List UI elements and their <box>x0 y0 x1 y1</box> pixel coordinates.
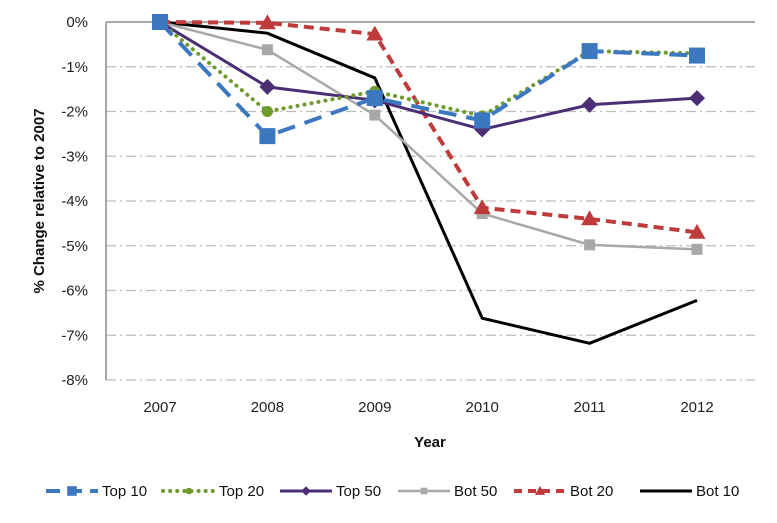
y-tick-label: 0% <box>66 14 88 31</box>
y-tick-label: -5% <box>61 238 88 255</box>
data-point-marker <box>584 239 596 251</box>
legend-label: Top 20 <box>219 483 264 500</box>
x-tick-label: 2007 <box>143 399 176 416</box>
legend-item-top-20: Top 20 <box>161 483 264 500</box>
y-axis-ticks: 0% -1% -2% -3% -4% -5% -6% -7% -8% <box>61 14 88 389</box>
legend-label: Top 50 <box>336 483 381 500</box>
data-point-marker <box>366 25 384 41</box>
data-point-marker <box>534 485 546 495</box>
data-point-marker <box>261 44 273 56</box>
x-axis-title: Year <box>414 434 446 451</box>
legend-label: Top 10 <box>102 483 147 500</box>
data-point-marker <box>689 47 705 64</box>
legend-item-bot-20: Bot 20 <box>514 483 613 500</box>
series-top-50 <box>152 14 705 138</box>
series-layer <box>151 13 706 345</box>
data-point-marker <box>366 90 383 107</box>
data-point-marker <box>689 90 705 107</box>
series-line <box>159 20 698 235</box>
series-top-10 <box>152 14 705 145</box>
data-point-marker <box>688 223 706 239</box>
x-tick-label: 2012 <box>680 399 713 416</box>
y-tick-label: -8% <box>61 372 88 389</box>
legend-item-bot-50: Bot 50 <box>398 483 497 500</box>
data-point-marker <box>369 109 381 121</box>
y-axis-title: % Change relative to 2007 <box>31 108 48 293</box>
legend-label: Bot 20 <box>570 483 613 500</box>
data-point-marker <box>67 486 77 496</box>
x-tick-label: 2008 <box>251 399 284 416</box>
data-point-marker <box>259 78 276 95</box>
y-tick-label: -4% <box>61 193 88 210</box>
data-point-marker <box>420 487 428 495</box>
data-point-marker <box>258 14 276 30</box>
legend-item-bot-10: Bot 10 <box>640 483 739 500</box>
series-bot-10 <box>159 20 698 345</box>
data-point-marker <box>581 43 598 60</box>
data-point-marker <box>581 210 599 226</box>
series-bot-20 <box>151 13 706 239</box>
y-tick-label: -6% <box>61 283 88 300</box>
series-line <box>159 20 698 345</box>
data-point-marker <box>473 199 491 215</box>
data-point-marker <box>152 14 168 30</box>
y-tick-label: -2% <box>61 104 88 121</box>
series-line <box>159 20 698 251</box>
y-tick-label: -1% <box>61 59 88 76</box>
legend-label: Bot 10 <box>696 483 739 500</box>
data-point-marker <box>261 106 273 117</box>
series-line <box>159 20 698 131</box>
legend: Top 10 Top 20 Top 50 Bot 50 Bot 20 Bot 10 <box>46 483 739 500</box>
series-line <box>158 20 698 139</box>
data-point-marker <box>301 486 311 496</box>
data-point-marker <box>185 487 193 495</box>
x-tick-label: 2011 <box>573 399 605 416</box>
data-point-marker <box>474 112 491 129</box>
data-point-marker <box>691 243 703 255</box>
y-tick-label: -3% <box>61 148 88 165</box>
x-tick-label: 2009 <box>358 399 391 416</box>
legend-item-top-10: Top 10 <box>46 483 147 500</box>
y-tick-label: -7% <box>61 327 88 344</box>
legend-item-top-50: Top 50 <box>280 483 381 500</box>
legend-label: Bot 50 <box>454 483 497 500</box>
series-line <box>158 20 699 119</box>
data-point-marker <box>259 128 276 145</box>
x-axis-ticks: 2007 2008 2009 2010 2011 2012 <box>143 399 713 416</box>
data-point-marker <box>581 96 598 113</box>
x-tick-label: 2010 <box>466 399 499 416</box>
